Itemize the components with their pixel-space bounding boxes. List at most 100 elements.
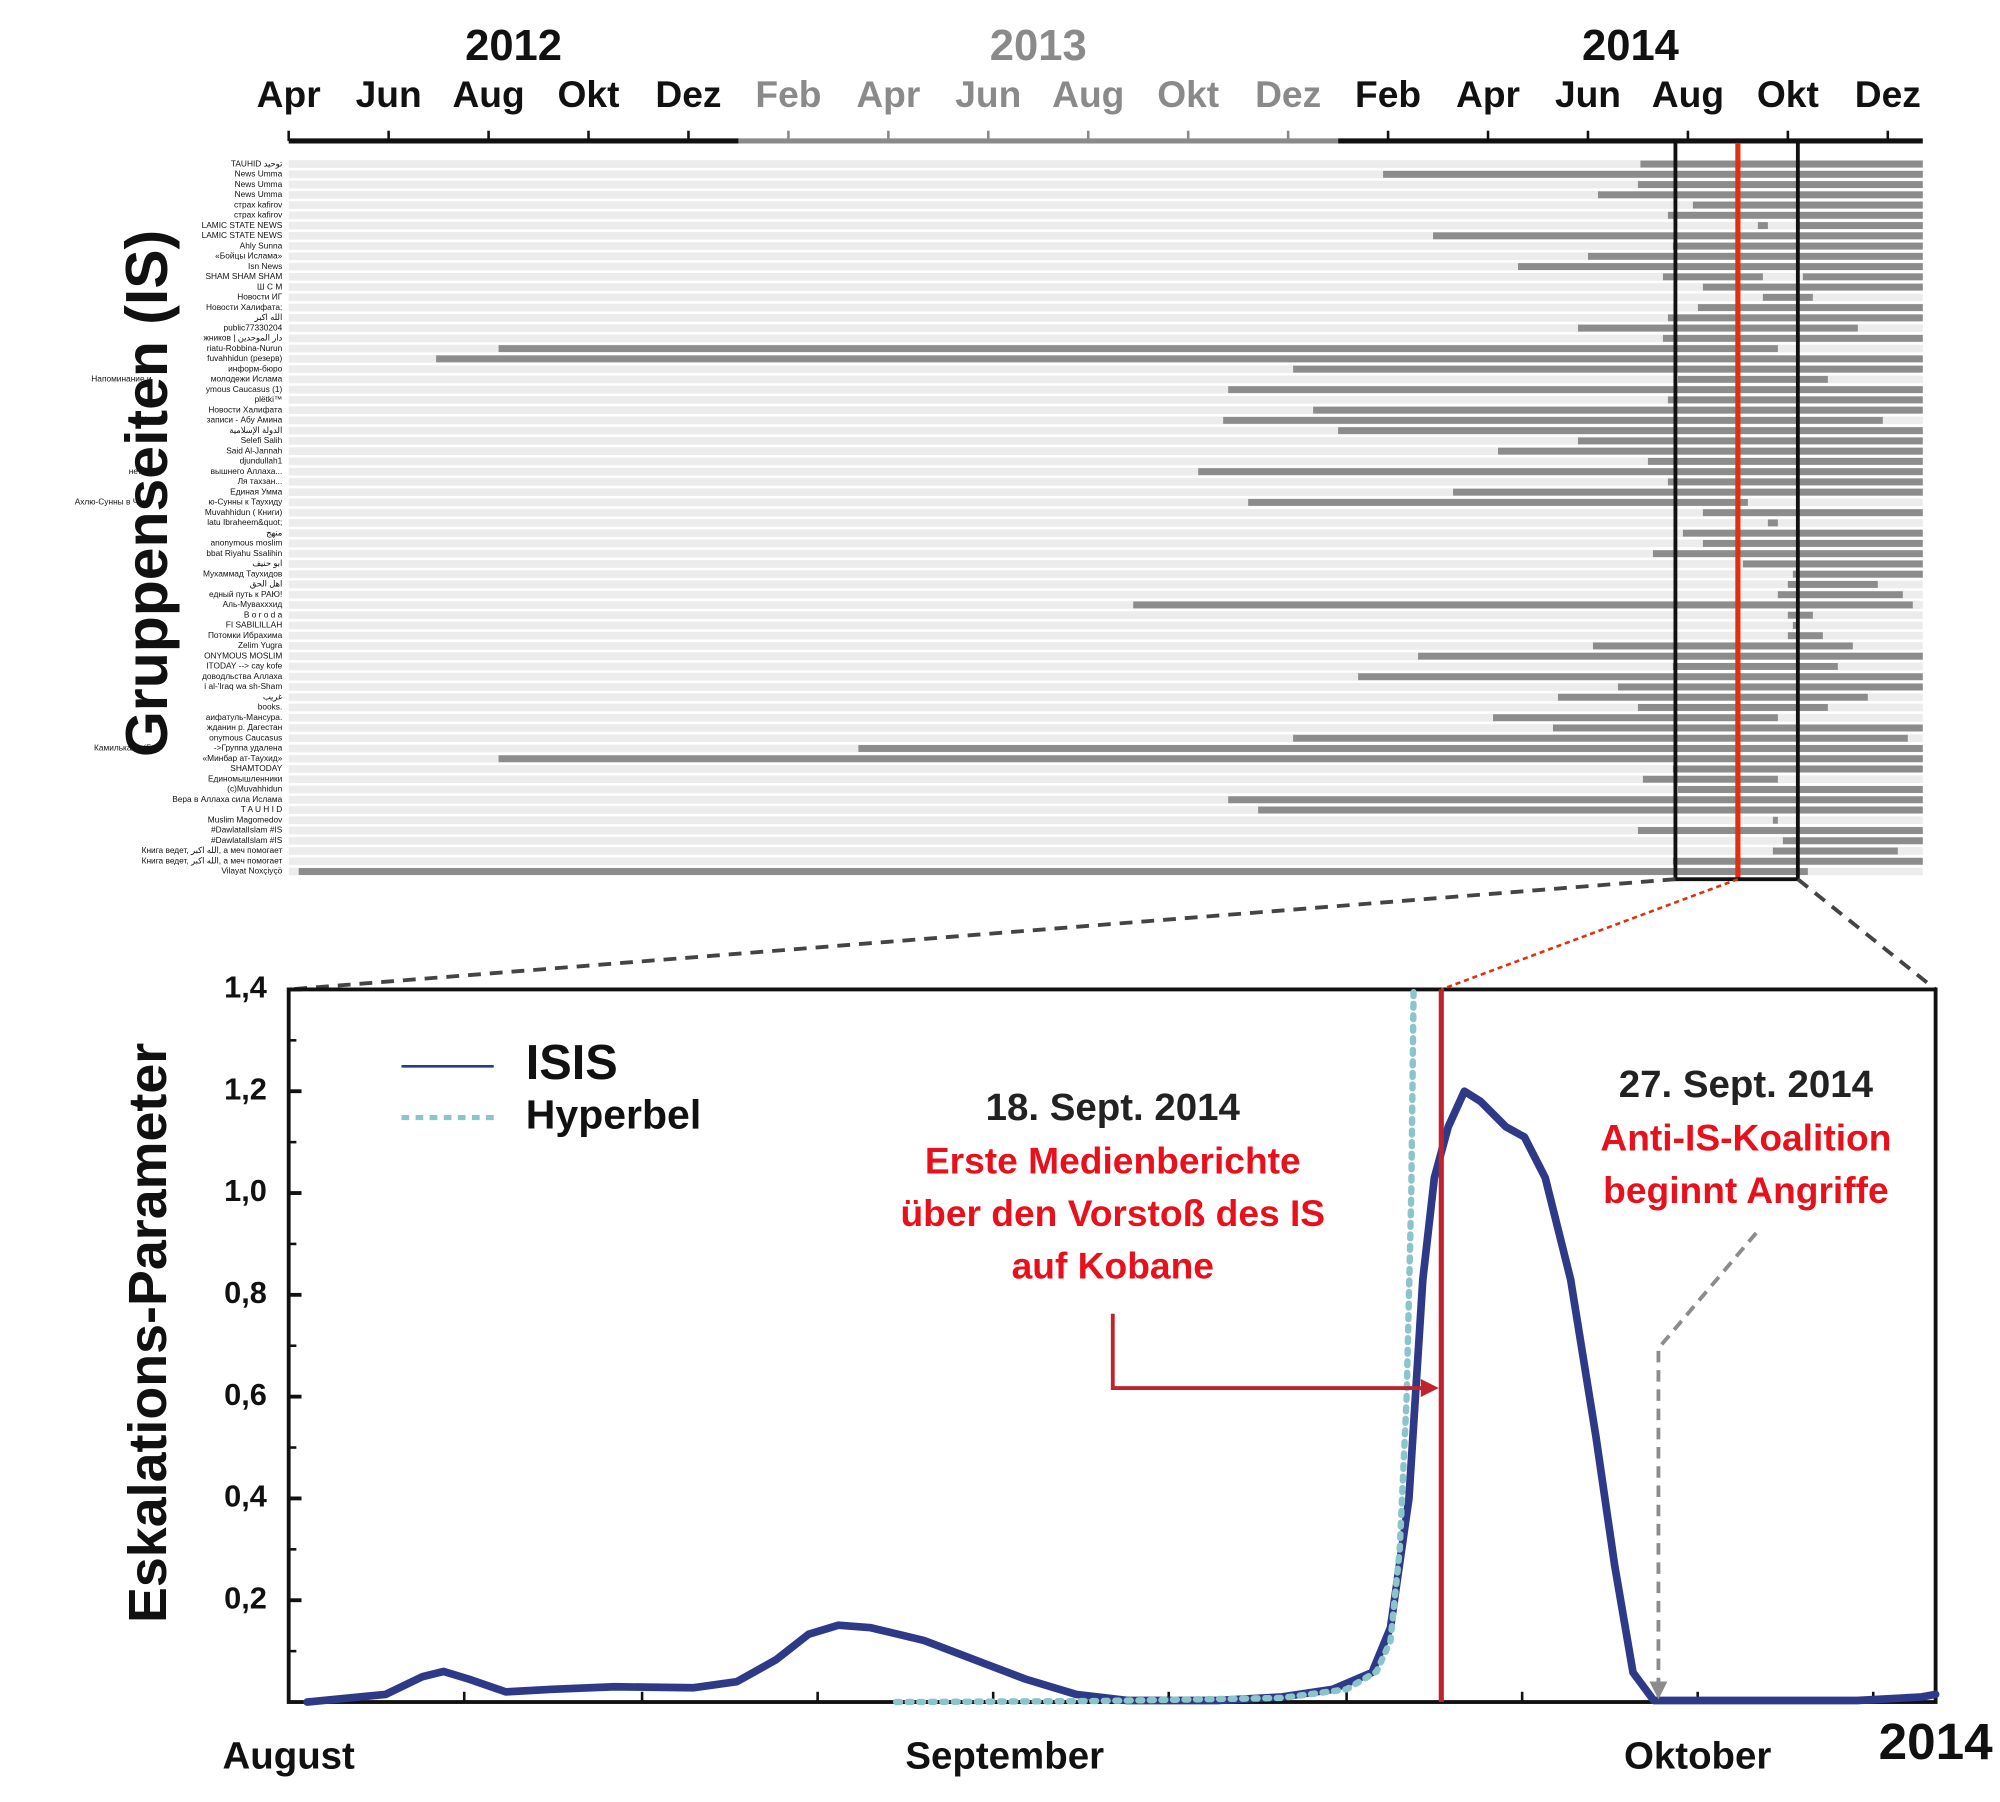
row-label: Новости ИГ (237, 292, 283, 302)
x-tick-label: Apr (257, 73, 321, 115)
row-label: #DawlatalIslam #IS (211, 825, 283, 835)
row-band (288, 549, 1923, 558)
x-tick-label: Oktober (1624, 1735, 1771, 1778)
zoom-connector (288, 877, 1676, 992)
row-label: Единая Умма (230, 486, 282, 496)
row-band (288, 816, 1923, 825)
row-label: Потомки Ибрахима (208, 630, 283, 640)
row-label: информ-бюро (228, 363, 283, 373)
row-band (288, 826, 1923, 835)
activity-bar (1762, 293, 1813, 301)
event-text: Anti-IS-Koalition (1600, 1116, 1891, 1158)
row-band (288, 836, 1923, 845)
row-label: (c)Muvahhidun (227, 784, 282, 794)
activity-bar (1702, 509, 1923, 517)
activity-bar (1248, 498, 1748, 506)
row-label: «Минбар ат-Таухид» (203, 753, 283, 763)
row-band (288, 406, 1923, 414)
activity-bar (1667, 211, 1923, 219)
row-label: Книга ведет, الله اكبر, а меч помогает (142, 845, 283, 855)
activity-bar (858, 745, 1923, 752)
row-label: onymous Caucasus (209, 732, 282, 742)
row-band (288, 488, 1923, 496)
legend-label: Hyperbel (526, 1091, 701, 1137)
activity-bar (1637, 704, 1828, 711)
activity-bar (1493, 714, 1778, 722)
x-tick-label: Apr (1456, 73, 1520, 115)
row-band (288, 242, 1923, 250)
row-label: LAMIC STATE NEWS (202, 230, 283, 240)
activity-bar (1792, 621, 1798, 629)
row-label: latu Ibraheem&quot; (207, 517, 282, 527)
row-label: «Бойцы Ислама» (215, 251, 282, 261)
row-label: Аль-Мувахххид (223, 599, 283, 609)
row-band (288, 160, 1923, 168)
row-label: plёtki™ (254, 394, 282, 404)
activity-bar (1652, 550, 1923, 558)
row-band (288, 570, 1923, 579)
row-label: Vilayat Noxçiyçö (221, 866, 282, 876)
activity-bar (1662, 273, 1763, 281)
row-band (288, 396, 1923, 404)
row-label: Selefi Salih (241, 435, 283, 445)
row-band (288, 703, 1923, 712)
activity-bar (1772, 816, 1778, 824)
activity-bar (1228, 796, 1923, 804)
row-label: Мухаммад Таухидов (203, 568, 283, 578)
row-band (288, 683, 1923, 691)
row-label: B o r o d a (244, 609, 283, 619)
row-band (288, 283, 1923, 291)
row-band (288, 734, 1923, 743)
row-label: ->Группа удалена (214, 743, 283, 753)
year-label: 2014 (1582, 22, 1679, 70)
row-label: الدولة الإسلامية (229, 425, 282, 435)
row-label: жников | دار الموحدين (203, 333, 282, 343)
row-band (288, 478, 1923, 486)
row-label: منهج (266, 527, 282, 537)
row-label: books. (258, 702, 283, 712)
x-tick-label: September (905, 1735, 1104, 1778)
activity-bar (1797, 222, 1923, 230)
event-text: Erste Medienberichte (925, 1140, 1301, 1182)
row-label: Zelim Yugra (238, 640, 283, 650)
row-band (288, 713, 1923, 722)
row-label: SHAM SHAM SHAM (205, 271, 282, 281)
row-band (288, 180, 1923, 189)
row-label: ITODAY --> сау kofe (206, 661, 282, 671)
row-band (288, 672, 1923, 681)
row-label: Ahly Sunna (240, 240, 283, 250)
activity-bar (1787, 632, 1823, 640)
activity-bar (1787, 611, 1813, 619)
activity-bar (1702, 283, 1923, 291)
activity-bar (1577, 324, 1858, 332)
row-band (288, 201, 1923, 209)
activity-bar (1667, 396, 1923, 404)
row-band (288, 437, 1923, 445)
activity-bar (1433, 232, 1923, 240)
row-band (288, 221, 1923, 230)
row-band (288, 795, 1923, 804)
activity-bar (1592, 642, 1853, 650)
x-tick-label: Okt (1757, 73, 1819, 115)
event-text: beginnt Angriffe (1603, 1169, 1889, 1211)
row-band (288, 211, 1923, 220)
activity-bar (1662, 334, 1923, 342)
row-band (288, 447, 1923, 455)
activity-bar (1313, 406, 1923, 414)
x-tick-label: Aug (1052, 73, 1124, 115)
row-label: Новости Халифата (208, 404, 282, 414)
row-label: Said Al-Jannah (226, 445, 282, 455)
row-label: жданин р. Дагестан (207, 722, 283, 732)
year-label: 2013 (990, 22, 1087, 70)
row-band (288, 365, 1923, 373)
activity-bar (498, 755, 1923, 763)
row-band (288, 785, 1923, 794)
row-label: Книга ведет, الله اكبر, а меч помогает (142, 855, 283, 865)
y-tick-label: 0,6 (224, 1377, 267, 1412)
x-tick-label: Aug (452, 73, 524, 115)
activity-bar (1518, 263, 1923, 271)
row-band (288, 724, 1923, 732)
row-band (288, 334, 1923, 343)
row-band (288, 601, 1923, 609)
